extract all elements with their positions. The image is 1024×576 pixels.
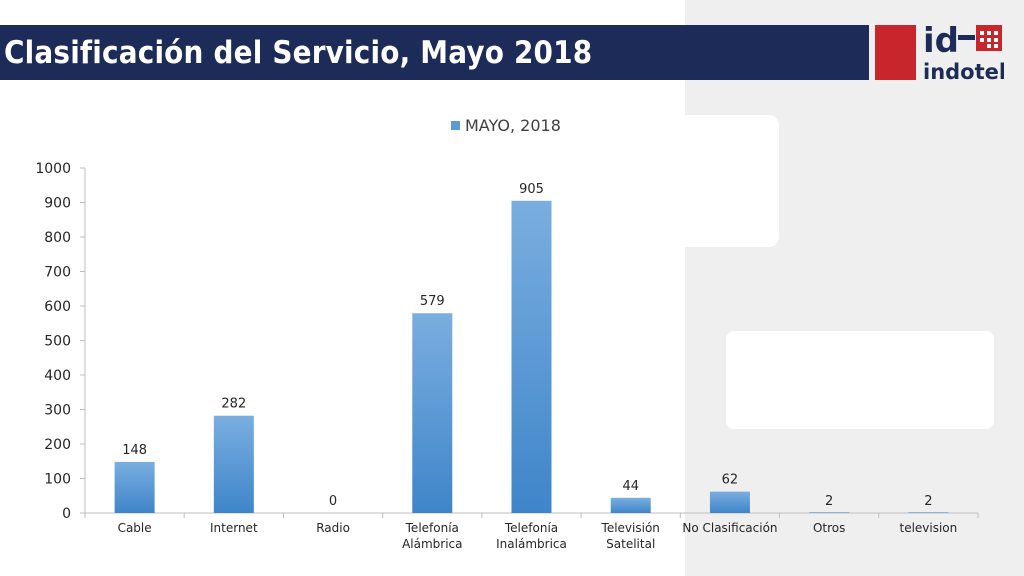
- bar: [809, 512, 850, 513]
- x-tick-label: Alámbrica: [402, 537, 462, 551]
- bar: [610, 497, 651, 513]
- title-bar: Clasificación del Servicio, Mayo 2018: [0, 25, 869, 80]
- background-cutout: [726, 331, 994, 429]
- x-tick-label: television: [899, 521, 957, 535]
- bar: [213, 415, 254, 513]
- data-label: 0: [329, 494, 337, 509]
- y-tick-label: 1000: [35, 161, 71, 177]
- y-tick-label: 100: [44, 472, 71, 488]
- data-label: 2: [924, 494, 932, 509]
- y-tick-label: 500: [44, 334, 71, 350]
- x-tick-label: Otros: [813, 521, 845, 535]
- y-tick-label: 400: [44, 368, 71, 384]
- legend-label: MAYO, 2018: [465, 116, 561, 135]
- y-tick-label: 900: [44, 196, 71, 212]
- y-tick-label: 200: [44, 437, 71, 453]
- bar: [908, 512, 949, 513]
- x-tick-label: Televisión: [601, 521, 660, 535]
- x-tick-label: Internet: [210, 521, 258, 535]
- y-tick-label: 800: [44, 230, 71, 246]
- background-cutout: [685, 115, 779, 247]
- data-label: 2: [825, 494, 833, 509]
- background-panel: [685, 0, 1024, 576]
- data-label: 62: [722, 473, 739, 488]
- bar-chart: MAYO, 2018 0 100 200 300 400 500 600 700 800 900 10…: [35, 116, 979, 551]
- y-tick-label: 700: [44, 265, 71, 281]
- data-label: 44: [622, 479, 639, 494]
- data-label: 579: [420, 294, 445, 309]
- y-tick-label: 0: [62, 506, 71, 522]
- bar: [412, 313, 453, 513]
- x-tick-label: Cable: [118, 521, 152, 535]
- bar: [114, 461, 155, 513]
- data-label: 905: [519, 182, 544, 197]
- y-tick-label: 600: [44, 299, 71, 315]
- data-label: 282: [221, 397, 246, 412]
- page-title: Clasificación del Servicio, Mayo 2018: [4, 34, 593, 71]
- logo-dots: [980, 31, 998, 48]
- legend-swatch: [451, 121, 460, 130]
- x-tick-label: Telefonía: [405, 521, 459, 535]
- x-tick-label: No Clasificación: [682, 521, 777, 535]
- logo-dash: [958, 35, 975, 40]
- x-tick-label: Radio: [316, 521, 350, 535]
- indotel-logo: id indotel: [923, 22, 1004, 82]
- logo-red-block: [875, 25, 916, 80]
- y-tick-label: 300: [44, 403, 71, 419]
- x-tick-label: Telefonía: [504, 521, 558, 535]
- logo-text-indotel: indotel: [923, 60, 1004, 82]
- bar: [511, 200, 552, 513]
- data-label: 148: [122, 443, 147, 458]
- bar: [709, 491, 750, 513]
- logo-text-id: id: [923, 22, 959, 61]
- x-tick-label: Inalámbrica: [496, 537, 567, 551]
- x-tick-label: Satelital: [606, 537, 655, 551]
